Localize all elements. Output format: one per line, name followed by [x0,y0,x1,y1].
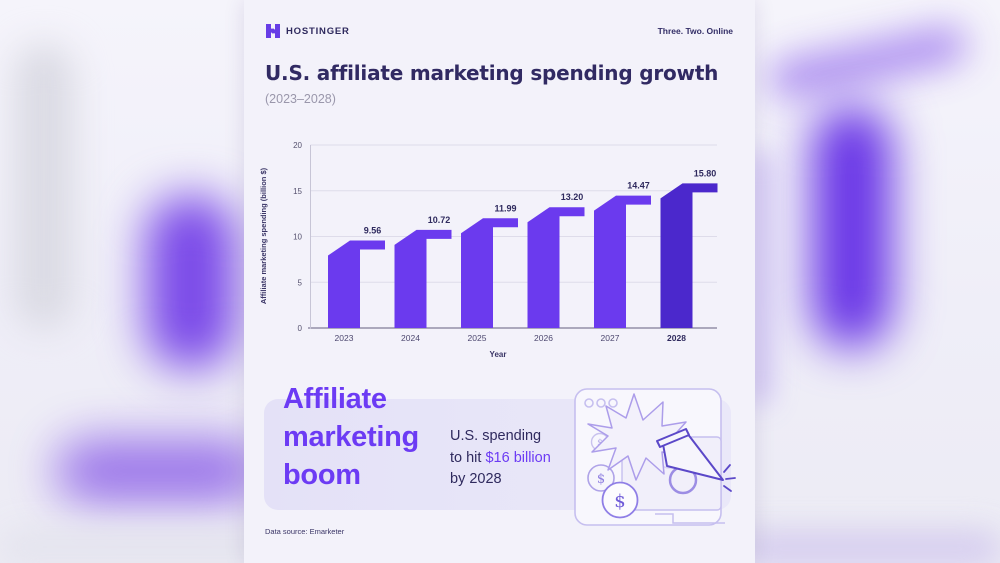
infographic-panel: HOSTINGER Three. Two. Online U.S. affili… [244,0,755,563]
x-tick-2028: 2028 [667,333,686,343]
bar-2027 [594,195,651,328]
y-tick-15: 15 [293,187,302,196]
x-tick-2023: 2023 [335,333,354,343]
gridlines [308,144,717,329]
data-source: Data source: Emarketer [265,527,345,536]
starburst-icon [587,393,687,481]
callout-line-2-prefix: to hit [450,449,486,466]
megaphone-illustration: $ $ $ [574,388,736,526]
bar-2028 [660,183,718,328]
backdrop-blob-purple-left [146,196,236,368]
value-label-2023: 9.56 [364,226,382,236]
brand-row: HOSTINGER Three. Two. Online [244,24,755,38]
bar-2026 [527,207,585,328]
page-title: U.S. affiliate marketing spending growth [265,61,719,85]
value-labels: 9.56 10.72 11.99 13.20 14.47 15.80 [364,168,717,235]
megaphone-icon [656,428,736,495]
x-tick-2026: 2026 [534,333,553,343]
x-tick-2024: 2024 [401,333,420,343]
dollar-coin-large-icon: $ [601,481,639,519]
dollar-coin-medium-icon: $ [587,464,615,492]
browser-dots-icon [584,398,618,408]
backdrop-blob-purple-right [812,106,892,348]
y-tick-labels: 0 5 10 15 20 [293,141,302,333]
backdrop-blob-streak-right [766,23,970,101]
bar-2025 [461,218,518,328]
callout-highlight: $16 billion [485,449,551,466]
value-label-2028: 15.80 [694,168,717,178]
callout-subtext: U.S. spending to hit $16 billion by 2028 [450,426,551,491]
x-tick-labels: 2023 2024 2025 2026 2027 2028 [335,333,687,343]
callout-heading: Affiliate marketing boom [283,383,419,491]
y-tick-5: 5 [298,278,303,287]
bottom-step-line [655,513,725,524]
spending-chart: Affiliate marketing spending (billion $)… [259,141,718,359]
y-tick-10: 10 [293,233,302,242]
brand-tagline: Three. Two. Online [657,26,733,36]
x-tick-2027: 2027 [601,333,620,343]
bar-2023 [328,240,385,328]
svg-text:$: $ [597,472,605,487]
backdrop-blob-bottom-right [742,536,1000,562]
bars [328,183,718,328]
hostinger-logo-icon [266,24,280,38]
value-label-2025: 11.99 [494,203,516,213]
brand-lockup: HOSTINGER [266,24,350,38]
y-tick-20: 20 [293,141,302,150]
bar-2024 [394,229,452,328]
backdrop-blob-gray [14,44,74,329]
page-subtitle: (2023–2028) [265,92,336,106]
y-axis-title: Affiliate marketing spending (billion $) [259,167,268,304]
value-label-2027: 14.47 [627,181,650,191]
y-tick-0: 0 [298,324,303,333]
brand-logo-text: HOSTINGER [286,25,350,37]
chart-area: Affiliate marketing spending (billion $)… [244,128,755,368]
svg-text:$: $ [614,491,625,512]
callout-line-1: U.S. spending [450,428,542,444]
backdrop-blob-column-edge [750,150,770,405]
x-axis-title: Year [490,350,507,359]
backdrop-blob-purple-bottomleft [56,440,261,502]
value-label-2024: 10.72 [428,215,451,225]
callout-line-3: by 2028 [450,471,502,487]
callout-line-2: to hit $16 billion [450,448,551,470]
value-label-2026: 13.20 [561,192,584,202]
x-tick-2025: 2025 [468,333,487,343]
